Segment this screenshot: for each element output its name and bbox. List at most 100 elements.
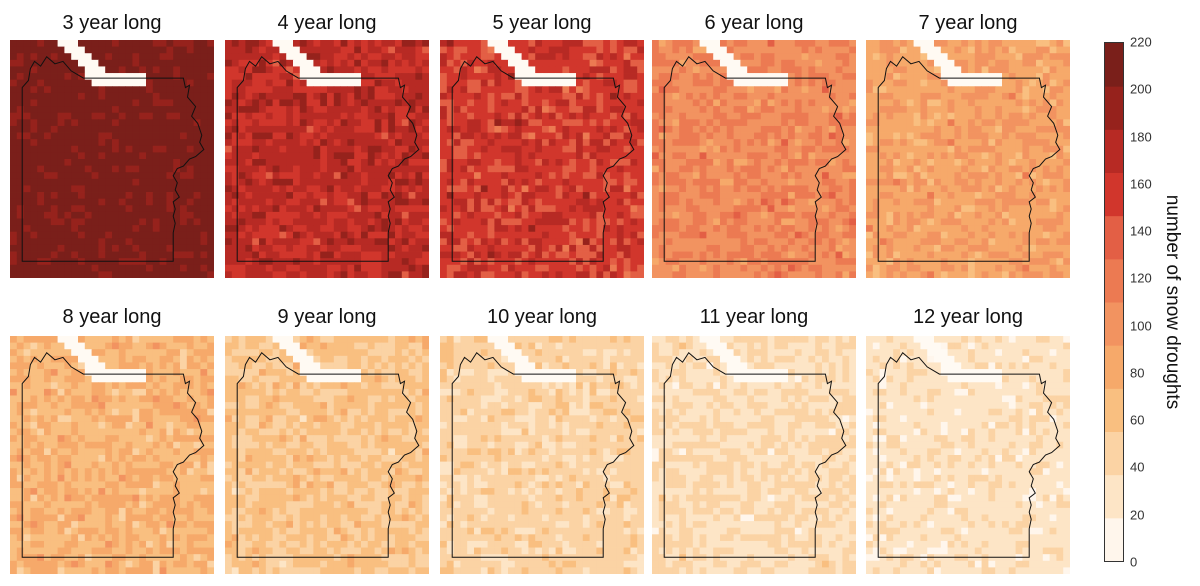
- heatmap-cell: [367, 132, 375, 140]
- heatmap-cell: [50, 40, 58, 48]
- heatmap-cell: [401, 99, 409, 107]
- heatmap-cell: [665, 139, 673, 147]
- heatmap-cell: [849, 238, 856, 246]
- heatmap-cell: [760, 99, 768, 107]
- heatmap-cell: [835, 86, 843, 94]
- heatmap-cell: [37, 231, 45, 239]
- heatmap-cell: [460, 264, 468, 272]
- heatmap-cell: [467, 244, 475, 252]
- heatmap-cell: [652, 79, 660, 87]
- heatmap-cell: [388, 198, 396, 206]
- heatmap-cell: [207, 112, 214, 120]
- heatmap-cell: [920, 112, 928, 120]
- heatmap-cell: [733, 46, 741, 54]
- heatmap-cell: [954, 66, 962, 74]
- heatmap-cell: [474, 40, 482, 48]
- heatmap-cell: [265, 92, 273, 100]
- heatmap-cell: [408, 271, 416, 278]
- heatmap-cell: [467, 132, 475, 140]
- heatmap-cell: [1063, 73, 1070, 81]
- heatmap-cell: [733, 251, 741, 259]
- heatmap-cell: [886, 119, 894, 127]
- heatmap-cell: [112, 225, 120, 233]
- heatmap-cell: [652, 53, 660, 61]
- heatmap-cell: [747, 125, 755, 133]
- heatmap-cell: [686, 192, 694, 200]
- heatmap-cell: [480, 185, 488, 193]
- heatmap-cell: [866, 92, 874, 100]
- heatmap-cell: [679, 145, 687, 153]
- heatmap-cell: [733, 238, 741, 246]
- heatmap-cell: [740, 244, 748, 252]
- heatmap-cell: [1036, 73, 1044, 81]
- heatmap-cell: [265, 125, 273, 133]
- heatmap-cell: [152, 211, 160, 219]
- heatmap-cell: [672, 132, 680, 140]
- heatmap-cell: [422, 132, 429, 140]
- heatmap-cell: [548, 152, 556, 160]
- heatmap-cell: [44, 165, 52, 173]
- heatmap-cell: [494, 264, 502, 272]
- heatmap-cell: [245, 165, 253, 173]
- heatmap-cell: [84, 40, 92, 48]
- heatmap-cell: [347, 152, 355, 160]
- heatmap-cell: [535, 86, 543, 94]
- heatmap-cell: [279, 86, 287, 94]
- heatmap-cell: [453, 225, 461, 233]
- heatmap-cell: [940, 73, 948, 81]
- heatmap-cell: [562, 264, 570, 272]
- heatmap-cell: [460, 178, 468, 186]
- heatmap-cell: [822, 152, 830, 160]
- heatmap-cell: [30, 264, 38, 272]
- heatmap-cell: [934, 125, 942, 133]
- heatmap-cell: [576, 53, 584, 61]
- heatmap-cell: [658, 211, 666, 219]
- heatmap-cell: [125, 152, 133, 160]
- heatmap-cell: [299, 172, 307, 180]
- heatmap-cell: [610, 73, 618, 81]
- heatmap-cell: [146, 251, 154, 259]
- heatmap-cell: [947, 152, 955, 160]
- heatmap-cell: [981, 125, 989, 133]
- heatmap-cell: [347, 145, 355, 153]
- heatmap-cell: [272, 198, 280, 206]
- heatmap-cell: [1049, 125, 1057, 133]
- heatmap-cell: [252, 119, 260, 127]
- heatmap-cell: [225, 112, 233, 120]
- heatmap-cell: [494, 271, 502, 278]
- heatmap-cell: [50, 112, 58, 120]
- heatmap-cell: [794, 119, 802, 127]
- heatmap-cell: [603, 46, 611, 54]
- heatmap-cell: [767, 211, 775, 219]
- heatmap-cell: [313, 198, 321, 206]
- heatmap-cell: [1042, 53, 1050, 61]
- heatmap-cell: [692, 132, 700, 140]
- heatmap-cell: [299, 238, 307, 246]
- heatmap-cell: [84, 46, 92, 54]
- heatmap-cell: [616, 132, 624, 140]
- heatmap-cell: [152, 225, 160, 233]
- heatmap-cell: [508, 145, 516, 153]
- heatmap-cell: [835, 99, 843, 107]
- heatmap-cell: [231, 159, 239, 167]
- heatmap-cell: [105, 231, 113, 239]
- heatmap-cell: [320, 251, 328, 259]
- heatmap-cell: [842, 40, 850, 48]
- heatmap-cell: [699, 92, 707, 100]
- heatmap-cell: [30, 86, 38, 94]
- heatmap-cell: [521, 205, 529, 213]
- heatmap-cell: [460, 205, 468, 213]
- heatmap-cell: [893, 79, 901, 87]
- heatmap-cell: [118, 159, 126, 167]
- heatmap-cell: [713, 205, 721, 213]
- heatmap-cell: [1002, 86, 1010, 94]
- heatmap-cell: [706, 152, 714, 160]
- heatmap-cell: [180, 112, 188, 120]
- heatmap-cell: [616, 251, 624, 259]
- heatmap-cell: [548, 40, 556, 48]
- heatmap-cell: [388, 271, 396, 278]
- heatmap-cell: [692, 106, 700, 114]
- heatmap-cell: [125, 205, 133, 213]
- heatmap-cell: [1015, 132, 1023, 140]
- heatmap-cell: [78, 159, 86, 167]
